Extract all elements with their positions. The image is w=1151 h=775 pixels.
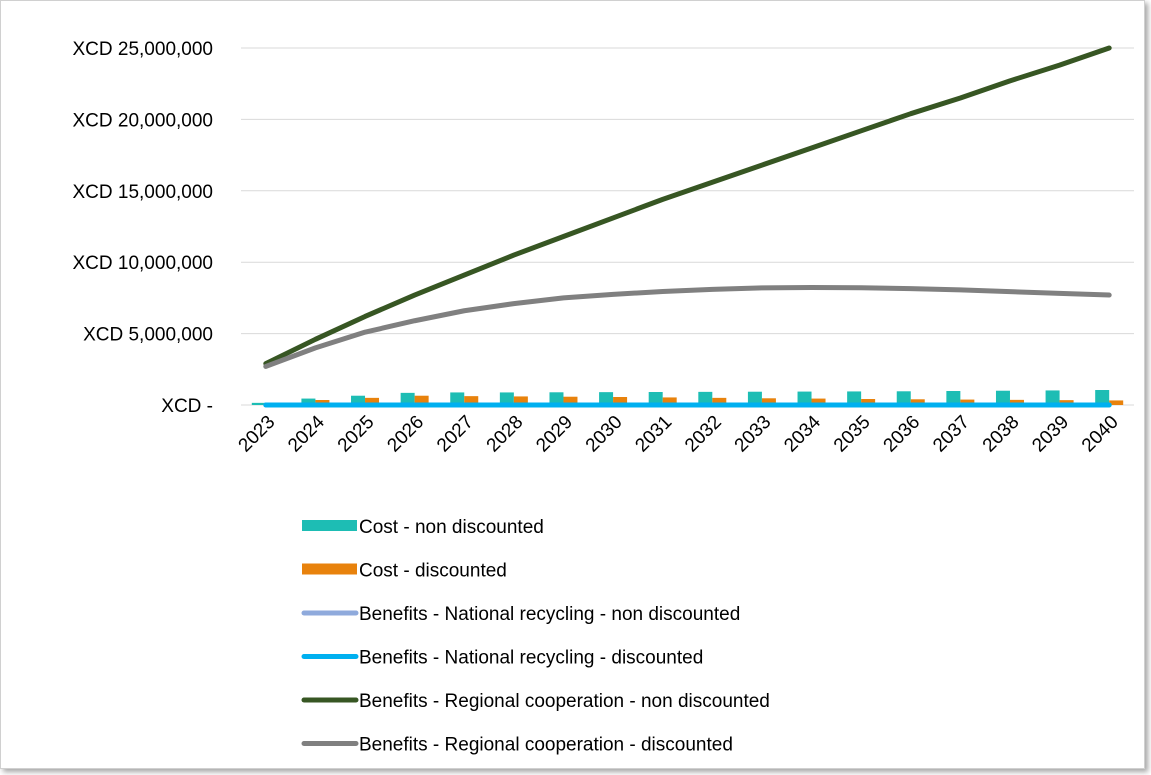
- bar-cost-non-discounted: [896, 391, 911, 405]
- x-tick-label: 2024: [284, 411, 329, 456]
- bar-cost-non-discounted: [1045, 390, 1060, 405]
- bar-cost-discounted: [563, 396, 578, 405]
- bar-cost-discounted: [365, 397, 380, 405]
- x-tick-label: 2039: [1028, 412, 1073, 457]
- legend-label: Benefits - Regional cooperation - non di…: [359, 691, 770, 712]
- legend-label: Benefits - Regional cooperation - discou…: [359, 735, 733, 756]
- y-tick-label: XCD 20,000,000: [73, 110, 214, 131]
- y-tick-label: XCD -: [161, 396, 213, 417]
- bar-cost-discounted: [662, 397, 677, 405]
- bar-cost-non-discounted: [599, 392, 614, 405]
- bar-cost-discounted: [513, 396, 528, 405]
- bar-cost-non-discounted: [847, 391, 862, 405]
- legend-swatch: [302, 520, 357, 531]
- bar-cost-discounted: [464, 396, 479, 405]
- bar-cost-non-discounted: [648, 392, 663, 405]
- x-tick-label: 2040: [1078, 412, 1123, 457]
- legend-label: Cost - non discounted: [359, 517, 544, 538]
- y-tick-label: XCD 15,000,000: [73, 182, 214, 203]
- y-tick-label: XCD 10,000,000: [73, 253, 214, 274]
- bar-cost-non-discounted: [549, 392, 564, 405]
- x-tick-label: 2036: [880, 412, 925, 457]
- x-tick-label: 2031: [631, 412, 676, 457]
- bars: [251, 390, 1124, 405]
- bar-cost-discounted: [712, 397, 727, 405]
- x-tick-label: 2030: [582, 412, 627, 457]
- legend-label: Benefits - National recycling - discount…: [359, 648, 703, 669]
- x-tick-label: 2038: [979, 412, 1024, 457]
- x-tick-label: 2027: [433, 412, 478, 457]
- x-axis-tick-labels: 2023 2024 2025 2026 2027 2028 2029 2030 2031 2032…: [235, 411, 1123, 456]
- bar-cost-non-discounted: [450, 392, 465, 405]
- bar-cost-non-discounted: [995, 390, 1010, 405]
- bar-cost-non-discounted: [747, 391, 762, 405]
- x-tick-label: 2029: [532, 412, 577, 457]
- bar-cost-non-discounted: [251, 402, 266, 405]
- y-tick-label: XCD 25,000,000: [73, 39, 214, 60]
- series-lines: [263, 45, 1112, 408]
- bar-cost-discounted: [960, 399, 975, 405]
- bar-cost-non-discounted: [946, 391, 961, 405]
- x-tick-label: 2037: [929, 412, 974, 457]
- bar-cost-non-discounted: [499, 392, 514, 405]
- bar-cost-non-discounted: [400, 392, 415, 405]
- line-benefits-regional-cooperation-discounted: [263, 284, 1112, 369]
- bar-cost-discounted: [1009, 399, 1024, 405]
- bar-cost-non-discounted: [301, 398, 316, 405]
- legend-swatch: [302, 563, 357, 575]
- bar-cost-discounted: [811, 398, 826, 405]
- x-tick-label: 2035: [830, 412, 875, 457]
- line-benefits-regional-cooperation-non-discounted: [263, 45, 1112, 367]
- x-tick-label: 2023: [235, 412, 280, 457]
- x-tick-label: 2033: [731, 412, 776, 457]
- bar-cost-discounted: [910, 399, 925, 405]
- x-tick-label: 2028: [483, 412, 528, 457]
- y-axis-tick-labels: XCD - XCD 5,000,000 XCD 10,000,000 XCD 15,0…: [73, 39, 214, 417]
- bar-cost-discounted: [861, 399, 876, 405]
- bar-cost-non-discounted: [797, 391, 812, 405]
- bar-cost-non-discounted: [1095, 390, 1110, 405]
- bar-cost-discounted: [613, 397, 628, 405]
- legend: Cost - non discounted Cost - discounted Be…: [301, 517, 770, 756]
- legend-label: Benefits - National recycling - non disc…: [359, 604, 740, 625]
- x-tick-label: 2026: [383, 412, 428, 457]
- bar-cost-non-discounted: [351, 395, 366, 405]
- x-tick-label: 2034: [780, 411, 825, 456]
- gridlines: [241, 47, 1134, 406]
- y-tick-label: XCD 5,000,000: [83, 325, 213, 346]
- x-tick-label: 2032: [681, 412, 726, 457]
- x-tick-label: 2025: [334, 412, 379, 457]
- bar-cost-discounted: [761, 398, 776, 405]
- bar-cost-discounted: [1109, 400, 1124, 405]
- bar-cost-non-discounted: [698, 391, 713, 405]
- legend-label: Cost - discounted: [359, 561, 507, 582]
- bar-cost-discounted: [414, 395, 429, 405]
